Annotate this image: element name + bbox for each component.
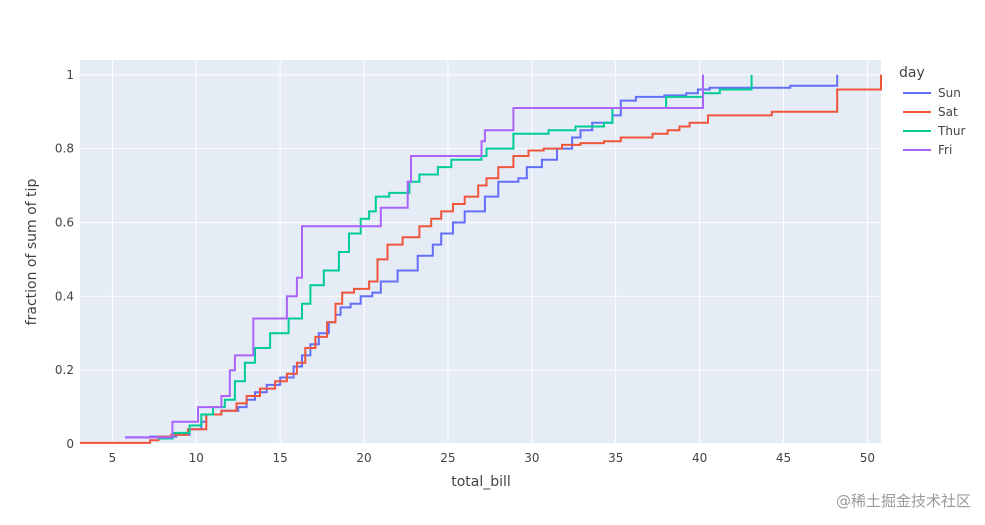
x-tick-label: 15 <box>273 451 288 465</box>
y-axis-ticks: 0 0.2 0.4 0.6 0.8 1 <box>55 68 74 451</box>
legend-label-fri[interactable]: Fri <box>938 143 952 157</box>
x-tick-label: 40 <box>692 451 707 465</box>
x-axis-title: total_bill <box>451 474 511 490</box>
x-tick-label: 20 <box>356 451 371 465</box>
x-tick-label: 10 <box>189 451 204 465</box>
series-line-fri[interactable] <box>125 74 704 439</box>
y-tick-label: 0.6 <box>55 215 74 229</box>
y-tick-label: 0.8 <box>55 142 74 156</box>
legend-label-sat[interactable]: Sat <box>938 105 958 119</box>
y-tick-label: 0 <box>66 437 74 451</box>
x-tick-label: 35 <box>608 451 623 465</box>
series-line-thur[interactable] <box>157 74 753 440</box>
legend-label-thur[interactable]: Thur <box>937 124 966 138</box>
x-tick-label: 25 <box>440 451 455 465</box>
x-tick-label: 45 <box>776 451 791 465</box>
y-tick-label: 1 <box>66 68 74 82</box>
watermark: @稀土掘金技术社区 <box>835 492 971 510</box>
y-axis-title: fraction of sum of tip <box>24 179 40 326</box>
series-group <box>80 74 882 444</box>
y-tick-label: 0.4 <box>55 289 74 303</box>
legend: day Sun Sat Thur Fri <box>899 65 966 157</box>
legend-title: day <box>899 65 925 81</box>
legend-label-sun[interactable]: Sun <box>938 86 961 100</box>
plot-area <box>80 60 881 444</box>
x-axis-ticks: 5 10 15 20 25 30 35 40 45 50 <box>109 451 875 465</box>
series-line-sat[interactable] <box>80 74 882 444</box>
x-tick-label: 50 <box>860 451 875 465</box>
x-tick-label: 5 <box>109 451 117 465</box>
y-tick-label: 0.2 <box>55 363 74 377</box>
x-tick-label: 30 <box>524 451 539 465</box>
